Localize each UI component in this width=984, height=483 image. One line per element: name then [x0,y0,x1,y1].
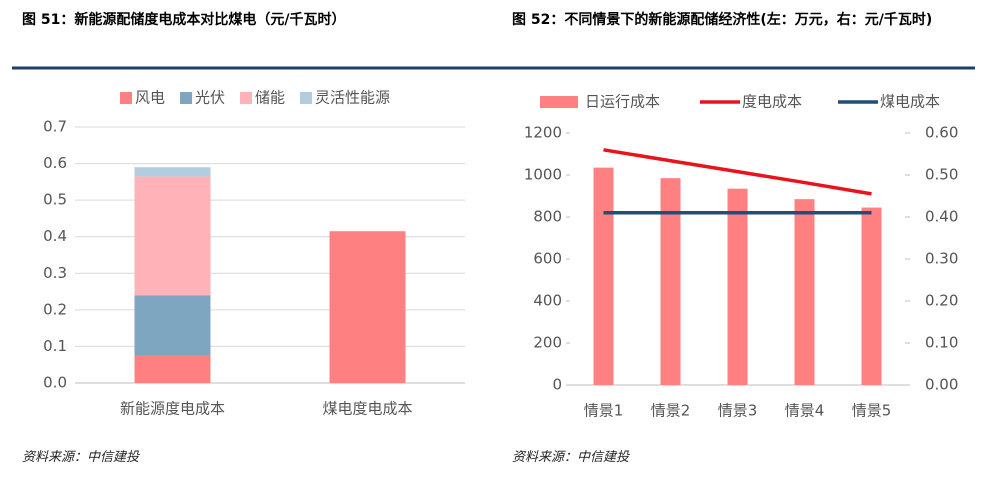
bar [794,199,815,385]
y-tick-label: 1200 [524,124,562,142]
y2-tick-label: 0.40 [925,208,958,226]
y-tick-label: 1000 [524,166,562,184]
x-tick-label: 情景4 [785,402,825,420]
y-tick-label: 0.7 [43,118,67,136]
legend-label: 储能 [255,89,285,107]
legend-label: 风电 [135,89,165,107]
legend-label: 光伏 [195,89,225,107]
x-tick-label: 情景5 [852,402,892,420]
x-tick-label: 煤电度电成本 [322,400,412,418]
bar [660,178,681,385]
bar [329,231,406,383]
y-tick-label: 200 [533,334,562,352]
legend-swatch [240,92,252,104]
y2-tick-label: 0.60 [925,124,958,142]
y-tick-label: 400 [533,292,562,310]
y-tick-label: 0.1 [43,337,67,355]
legend-swatch [120,92,132,104]
bar [593,167,614,385]
x-tick-label: 情景1 [584,402,624,420]
y-tick-label: 0 [552,376,562,394]
legend-swatch [180,92,192,104]
y-tick-label: 0.6 [43,154,67,172]
legend-label: 煤电成本 [880,93,940,111]
y2-tick-label: 0.30 [925,250,958,268]
source-note: 资料来源：中信建投 [22,450,140,465]
legend-swatch [540,96,578,108]
bar [134,167,211,177]
y-tick-label: 0.2 [43,300,67,318]
y-tick-label: 600 [533,250,562,268]
line [603,148,872,196]
legend-label: 灵活性能源 [315,89,390,107]
x-tick-label: 新能源度电成本 [120,400,225,418]
x-tick-label: 情景3 [718,402,758,420]
legend-label: 日运行成本 [585,93,660,111]
chart-title: 图 51：新能源配储度电成本对比煤电（元/千瓦时） [22,12,346,28]
y-tick-label: 0.3 [43,264,67,282]
bar [134,355,211,383]
x-tick-label: 情景2 [651,402,691,420]
bar [134,176,211,296]
y-tick-label: 0.0 [43,374,67,392]
y2-tick-label: 0.20 [925,292,958,310]
source-note: 资料来源：中信建投 [512,450,630,465]
y2-tick-label: 0.00 [925,376,958,394]
bar [727,188,748,385]
bar [134,295,211,356]
chart-title: 图 52：不同情景下的新能源配储经济性(左：万元，右：元/千瓦时) [512,12,933,28]
bar [861,207,882,385]
legend-swatch [300,92,312,104]
y-tick-label: 800 [533,208,562,226]
y2-tick-label: 0.10 [925,334,958,352]
y-tick-label: 0.4 [43,227,67,245]
legend-label: 度电成本 [742,93,802,111]
y2-tick-label: 0.50 [925,166,958,184]
y-tick-label: 0.5 [43,191,67,209]
